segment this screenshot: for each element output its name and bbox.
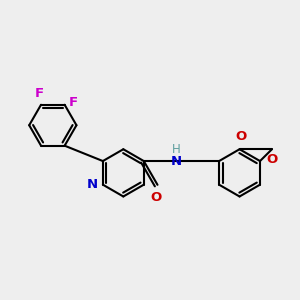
Text: N: N [171, 154, 182, 168]
Text: O: O [150, 190, 161, 203]
Text: N: N [87, 178, 98, 191]
Text: O: O [236, 130, 247, 143]
Text: O: O [266, 153, 278, 166]
Text: F: F [34, 87, 44, 100]
Text: F: F [69, 96, 78, 110]
Text: H: H [172, 143, 181, 156]
